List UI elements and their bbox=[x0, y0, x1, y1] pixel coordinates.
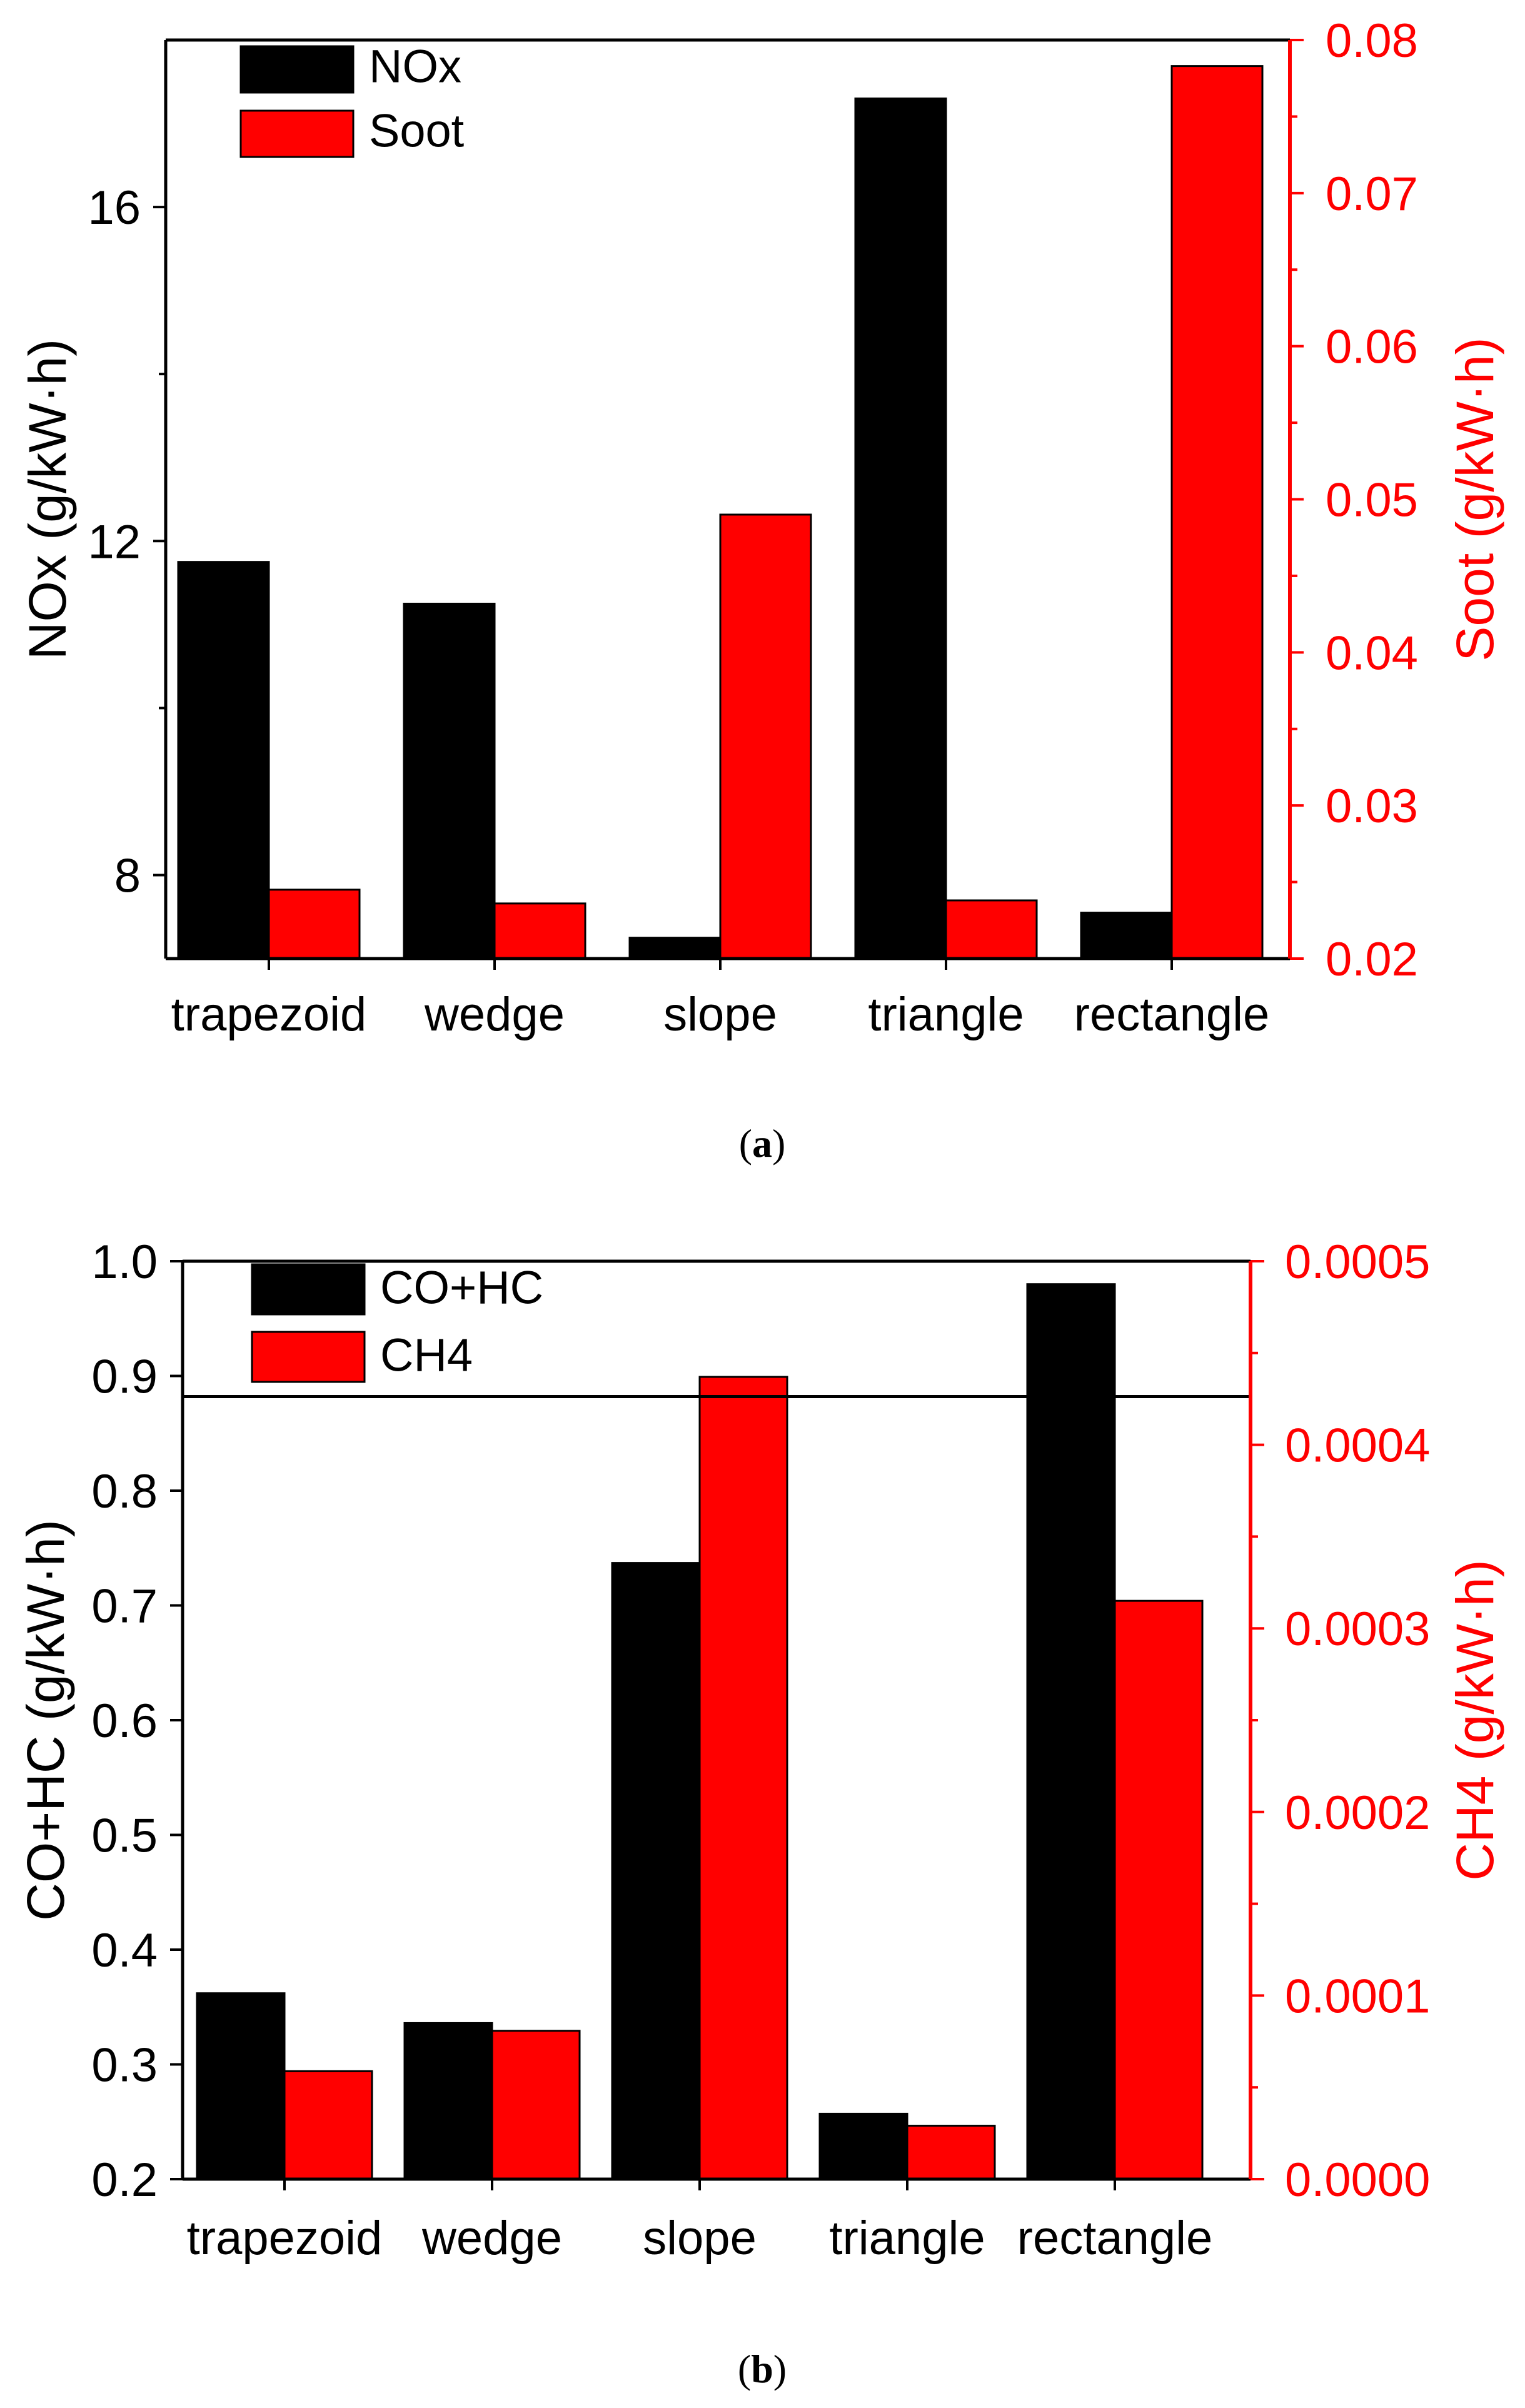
right-tick-label: 0.03 bbox=[1326, 780, 1418, 833]
bar-ch4-slope bbox=[698, 1376, 788, 2180]
right-tick-label: 0.0005 bbox=[1285, 1236, 1430, 1289]
bar-nox-slope bbox=[628, 937, 722, 960]
bar-nox-trapezoid bbox=[177, 561, 270, 960]
left-tick-label: 0.4 bbox=[91, 1924, 158, 1977]
right-tick-label: 0.0002 bbox=[1285, 1786, 1430, 1840]
legend-label-right: Soot bbox=[369, 105, 465, 157]
left-tick-label: 0.7 bbox=[91, 1580, 158, 1633]
caption-letter: b bbox=[751, 2347, 773, 2391]
left-tick-label: 0.3 bbox=[91, 2039, 158, 2092]
right-tick-label: 0.07 bbox=[1326, 168, 1418, 221]
bar-ch4-wedge bbox=[491, 2030, 581, 2180]
bar-nox-rectangle bbox=[1080, 912, 1173, 960]
legend-swatch-left bbox=[239, 45, 355, 94]
left-axis-label: CO+HC (g/kW·h) bbox=[16, 1519, 75, 1921]
category-label: wedge bbox=[424, 988, 565, 1041]
legend-label-right: CH4 bbox=[380, 1329, 473, 1381]
bar-soot-triangle bbox=[945, 899, 1038, 960]
caption-close: ) bbox=[773, 2347, 787, 2391]
chart-panel-a: trapezoid wedge slope triangle rectangle 8 12 1… bbox=[18, 14, 1504, 1166]
left-tick-label: 0.5 bbox=[91, 1810, 158, 1863]
category-label: wedge bbox=[421, 2212, 562, 2265]
category-label: rectangle bbox=[1017, 2212, 1213, 2265]
panel-caption: (b) bbox=[738, 2347, 787, 2391]
category-label: triangle bbox=[868, 988, 1024, 1041]
right-tick-label: 0.02 bbox=[1326, 933, 1418, 986]
right-tick-label: 0.0004 bbox=[1285, 1419, 1430, 1473]
right-tick-label: 0.0001 bbox=[1285, 1970, 1430, 2023]
caption-open: ( bbox=[738, 2347, 751, 2391]
left-tick-label: 12 bbox=[88, 515, 141, 568]
category-label: slope bbox=[643, 2212, 757, 2265]
category-label: rectangle bbox=[1074, 988, 1270, 1041]
right-tick-label: 0.04 bbox=[1326, 627, 1418, 680]
legend-swatch-right bbox=[251, 1331, 366, 1383]
bar-soot-rectangle bbox=[1170, 65, 1264, 960]
bar-cohc-triangle bbox=[818, 2112, 908, 2180]
left-tick-label: 0.2 bbox=[91, 2154, 158, 2207]
left-tick-label: 0.9 bbox=[91, 1351, 158, 1404]
bar-soot-slope bbox=[719, 513, 812, 960]
caption-letter: a bbox=[752, 1121, 772, 1166]
bar-cohc-trapezoid bbox=[196, 1992, 286, 2180]
left-axis-label: NOx (g/kW·h) bbox=[18, 339, 77, 660]
panel-caption: (a) bbox=[739, 1121, 786, 1166]
caption-close: ) bbox=[772, 1121, 785, 1166]
left-tick-label: 0.6 bbox=[91, 1695, 158, 1748]
bar-ch4-rectangle bbox=[1114, 1599, 1204, 2180]
right-axis-label: CH4 (g/kW·h) bbox=[1446, 1559, 1504, 1880]
bar-nox-wedge bbox=[403, 602, 496, 960]
bar-ch4-trapezoid bbox=[283, 2070, 373, 2180]
bar-cohc-rectangle bbox=[1026, 1283, 1116, 2180]
left-tick-label: 0.8 bbox=[91, 1465, 158, 1518]
bar-ch4-triangle bbox=[906, 2125, 996, 2180]
bar-soot-trapezoid bbox=[268, 889, 361, 960]
bar-cohc-slope bbox=[611, 1562, 701, 2180]
legend-label-left: NOx bbox=[369, 41, 461, 93]
caption-open: ( bbox=[739, 1121, 752, 1166]
chart-panel-b: trapezoid wedge slope triangle rectangle 0.2 0… bbox=[16, 1236, 1504, 2391]
right-tick-label: 0.06 bbox=[1326, 321, 1418, 374]
category-label: slope bbox=[663, 988, 777, 1041]
bar-cohc-wedge bbox=[403, 2022, 493, 2180]
right-axis-label: Soot (g/kW·h) bbox=[1446, 337, 1504, 661]
right-tick-label: 0.05 bbox=[1326, 474, 1418, 527]
category-label: triangle bbox=[829, 2212, 985, 2265]
category-label: trapezoid bbox=[171, 988, 367, 1041]
category-label: trapezoid bbox=[187, 2212, 383, 2265]
legend-swatch-left bbox=[251, 1263, 366, 1316]
legend-swatch-right bbox=[239, 109, 355, 158]
bar-nox-triangle bbox=[854, 97, 947, 960]
bar-soot-wedge bbox=[493, 902, 586, 960]
right-tick-label: 0.0000 bbox=[1285, 2154, 1430, 2207]
left-tick-label: 1.0 bbox=[91, 1236, 158, 1289]
right-tick-label: 0.0003 bbox=[1285, 1603, 1430, 1656]
legend-label-left: CO+HC bbox=[380, 1261, 543, 1313]
left-tick-label: 8 bbox=[114, 849, 141, 902]
right-tick-label: 0.08 bbox=[1326, 14, 1418, 68]
left-tick-label: 16 bbox=[88, 181, 141, 234]
